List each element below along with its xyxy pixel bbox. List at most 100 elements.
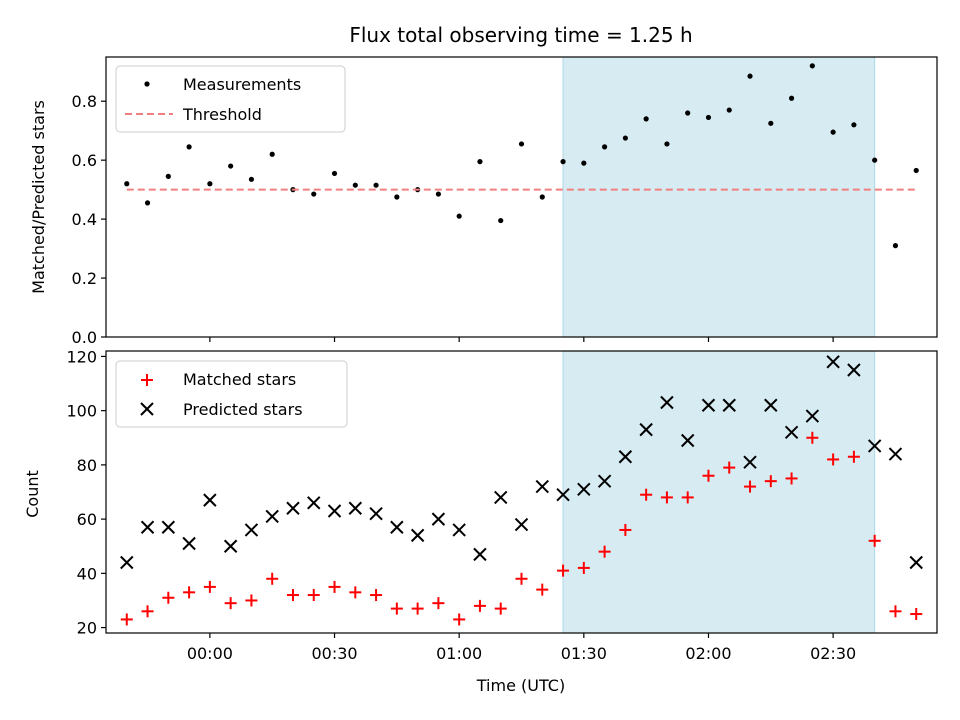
predicted-stars-point: [722, 398, 736, 412]
predicted-stars-point: [826, 355, 840, 369]
matched-stars-point: [286, 589, 299, 602]
matched-stars-point: [723, 461, 736, 474]
measurement-point: [144, 200, 151, 206]
matched-stars-point: [910, 608, 923, 621]
predicted-stars-point: [140, 520, 155, 534]
measurement-point: [456, 213, 462, 219]
x-tick-label: 02:00: [685, 644, 731, 663]
matched-stars-point: [868, 534, 881, 547]
predicted-stars-point: [120, 555, 134, 570]
matched-stars-point: [744, 480, 757, 493]
measurement-point: [581, 160, 587, 166]
legend-measurements: Measurements: [183, 75, 301, 94]
measurement-point: [518, 141, 525, 147]
matched-stars-point: [598, 545, 611, 558]
matched-stars-point: [847, 450, 860, 463]
predicted-stars-point: [847, 363, 861, 377]
matched-stars-point: [266, 572, 279, 585]
matched-stars-point: [702, 469, 715, 482]
y-tick-label: 100: [66, 402, 97, 421]
bottom-panel: 20 40 60 80 100 120 00:00 00:30 01:00 01:30 02:00…: [23, 347, 938, 695]
top-x-ticks: [209, 337, 834, 342]
matched-stars-point: [203, 580, 216, 593]
measurement-point: [331, 170, 338, 177]
measurement-point: [830, 129, 836, 135]
matched-stars-point: [453, 613, 466, 626]
measurement-point: [394, 194, 400, 200]
x-tick-label: 01:00: [436, 644, 482, 663]
measurement-point: [435, 191, 441, 197]
top-legend: Measurements Threshold: [115, 65, 346, 133]
predicted-stars-point: [390, 520, 404, 534]
y-tick-label: 0.4: [72, 210, 97, 229]
predicted-stars-point: [369, 506, 383, 521]
measurement-point: [560, 159, 566, 165]
measurement-point: [124, 181, 130, 187]
measurement-point: [352, 182, 358, 188]
predicted-stars-point: [867, 439, 882, 453]
predicted-stars-point: [244, 523, 259, 537]
measurement-point: [373, 182, 379, 188]
measurement-point: [685, 110, 691, 116]
predicted-stars-point: [431, 512, 446, 526]
matched-stars-point: [307, 589, 320, 602]
matched-stars-point: [557, 564, 570, 577]
predicted-stars-point: [223, 539, 238, 553]
matched-stars-point: [889, 605, 902, 618]
predicted-stars-point: [265, 509, 279, 524]
measurement-point: [477, 159, 483, 165]
predicted-stars-point: [473, 547, 487, 562]
matched-stars-point: [141, 605, 154, 618]
matched-stars-point: [432, 597, 445, 610]
legend-predicted-stars: Predicted stars: [183, 400, 303, 419]
predicted-stars-point: [805, 409, 820, 423]
count-points: [120, 355, 923, 626]
measurement-point: [747, 73, 753, 79]
predicted-stars-point: [348, 501, 363, 515]
matched-stars-point: [785, 472, 798, 485]
matched-stars-point: [494, 602, 507, 615]
x-tick-label: 00:00: [187, 644, 233, 663]
measurement-point: [186, 144, 192, 150]
matched-stars-point: [515, 572, 528, 585]
predicted-stars-point: [660, 395, 674, 410]
matched-stars-point: [827, 453, 840, 466]
measurement-point: [498, 217, 504, 224]
matched-stars-point: [806, 431, 819, 444]
measurement-point: [269, 151, 275, 157]
y-tick-label: 0.8: [72, 92, 97, 111]
x-tick-label: 02:30: [810, 644, 856, 663]
measurement-point: [788, 95, 795, 101]
predicted-stars-point: [307, 496, 321, 510]
y-tick-label: 20: [77, 619, 97, 638]
top-highlight-span: [562, 56, 876, 338]
matched-stars-point: [370, 589, 383, 602]
measurement-point: [311, 191, 317, 197]
matched-stars-point: [764, 475, 777, 488]
legend-x-marker: [140, 402, 154, 416]
predicted-stars-point: [784, 425, 799, 440]
predicted-stars-point: [327, 504, 342, 518]
y-tick-label: 60: [77, 510, 97, 529]
measurement-point: [892, 243, 899, 249]
matched-stars-point: [473, 599, 486, 612]
matched-stars-point: [390, 602, 403, 615]
measurement-point: [872, 157, 878, 163]
x-tick-label: 00:30: [311, 644, 357, 663]
y-tick-label: 0.6: [72, 151, 97, 170]
y-tick-label: 0.2: [72, 269, 97, 288]
measurement-point: [768, 120, 774, 126]
predicted-stars-point: [639, 422, 653, 437]
bottom-axes-frame: [105, 350, 938, 634]
measurement-point: [602, 144, 608, 150]
predicted-stars-point: [494, 490, 508, 505]
predicted-stars-point: [680, 433, 695, 448]
measurement-point: [539, 194, 545, 200]
top-y-axis-label: Matched/Predicted stars: [29, 100, 48, 294]
bottom-highlight-span: [562, 350, 876, 634]
predicted-stars-point: [909, 555, 923, 570]
predicted-stars-point: [535, 479, 549, 494]
measurement-point: [643, 116, 649, 122]
measurement-point: [622, 135, 628, 141]
predicted-stars-point: [743, 455, 757, 469]
